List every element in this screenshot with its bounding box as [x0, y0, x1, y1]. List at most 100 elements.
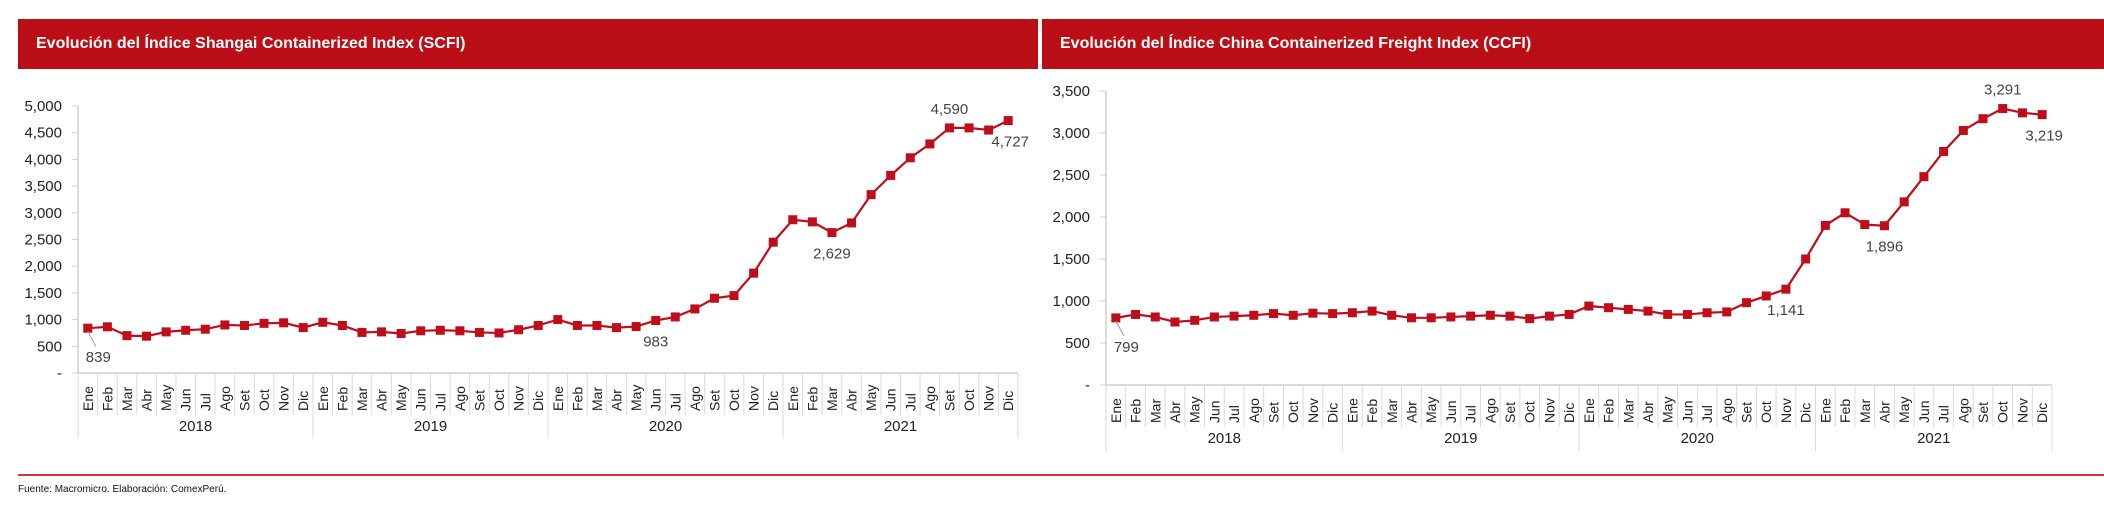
x-month-label: Set	[706, 390, 722, 411]
x-month-label: Set	[236, 390, 252, 411]
source-note: Fuente: Macromicro. Elaboración: ComexPe…	[18, 484, 227, 495]
x-month-label: Feb	[1364, 399, 1380, 423]
data-label: 1,896	[1866, 239, 1904, 256]
x-month-label: Feb	[99, 387, 115, 411]
data-point-marker	[142, 331, 152, 341]
x-month-label: Abr	[609, 389, 625, 411]
x-month-label: Ene	[550, 386, 566, 411]
data-point-marker	[1643, 306, 1653, 316]
data-point-marker	[1742, 298, 1752, 308]
data-point-marker	[1288, 310, 1298, 320]
x-month-label: Set	[941, 390, 957, 411]
y-tick-label: 500	[1065, 335, 1090, 352]
y-tick-label: 500	[37, 338, 62, 355]
x-month-label: Nov	[511, 386, 527, 411]
data-point-marker	[690, 304, 700, 314]
y-tick-label: 1,000	[24, 312, 62, 329]
data-point-marker	[416, 326, 426, 336]
x-year-label: 2019	[414, 418, 447, 435]
data-point-marker	[102, 322, 112, 332]
data-point-marker	[220, 320, 230, 330]
x-month-label: Jul	[902, 393, 918, 411]
x-month-label: Abr	[844, 389, 860, 411]
x-month-label: Nov	[1778, 398, 1794, 423]
data-label: 2,629	[813, 246, 851, 263]
data-point-marker	[847, 218, 857, 228]
y-tick-label: 5,000	[24, 98, 62, 115]
data-label: 4,590	[931, 101, 969, 118]
data-point-marker	[788, 215, 798, 225]
x-month-label: Ago	[1482, 398, 1498, 423]
data-point-marker	[1406, 313, 1416, 323]
data-point-marker	[514, 325, 524, 335]
data-point-marker	[1308, 308, 1318, 318]
x-month-label: Mar	[354, 387, 370, 411]
y-tick-label: 1,000	[1052, 293, 1090, 310]
data-point-marker	[905, 153, 915, 163]
x-month-label: Jul	[1463, 405, 1479, 423]
data-point-marker	[1761, 291, 1771, 301]
x-month-label: Jun	[1443, 400, 1459, 423]
x-month-label: Abr	[139, 389, 155, 411]
x-month-label: Dic	[1325, 403, 1341, 423]
data-point-marker	[533, 320, 543, 330]
data-point-marker	[1505, 311, 1515, 321]
y-tick-label: 2,500	[1052, 167, 1090, 184]
data-point-marker	[944, 123, 954, 133]
y-tick-label: 4,500	[24, 125, 62, 142]
data-point-marker	[494, 328, 504, 338]
data-point-marker	[259, 318, 269, 328]
x-month-label: Nov	[276, 386, 292, 411]
x-month-label: May	[393, 385, 409, 411]
data-point-marker	[1939, 146, 1949, 156]
x-month-label: Mar	[824, 387, 840, 411]
data-point-marker	[1387, 310, 1397, 320]
x-month-label: May	[1660, 397, 1676, 423]
data-point-marker	[1328, 309, 1338, 319]
data-label: 983	[643, 334, 668, 351]
data-point-marker	[1564, 309, 1574, 319]
x-year-label: 2020	[1681, 430, 1714, 447]
x-month-label: Nov	[746, 386, 762, 411]
data-label: 839	[86, 349, 111, 366]
x-month-label: Dic	[1561, 403, 1577, 423]
x-month-label: Nov	[1541, 398, 1557, 423]
x-year-label: 2021	[1917, 430, 1950, 447]
ccfi-title-banner: Evolución del Índice China Containerized…	[1042, 19, 2104, 69]
data-point-marker	[1879, 221, 1889, 231]
x-month-label: Set	[1266, 402, 1282, 423]
x-month-label: Ene	[785, 386, 801, 411]
x-month-label: Jun	[1679, 400, 1695, 423]
x-month-label: Abr	[1640, 401, 1656, 423]
x-month-label: Jul	[1936, 405, 1952, 423]
data-point-marker	[1899, 197, 1909, 207]
data-point-marker	[318, 317, 328, 327]
x-month-label: Feb	[569, 387, 585, 411]
x-month-label: Ene	[315, 386, 331, 411]
x-year-label: 2021	[884, 418, 917, 435]
series-line-scfi	[87, 119, 1009, 338]
data-point-marker	[1249, 310, 1259, 320]
data-point-marker	[807, 217, 817, 227]
data-point-marker	[925, 139, 935, 149]
data-point-marker	[357, 327, 367, 337]
x-month-label: Ene	[1817, 398, 1833, 423]
x-month-label: Dic	[1798, 403, 1814, 423]
data-point-marker	[1682, 309, 1692, 319]
x-month-label: Ago	[1719, 398, 1735, 423]
data-point-marker	[631, 322, 641, 332]
x-month-label: May	[1896, 397, 1912, 423]
x-month-label: Mar	[1857, 399, 1873, 423]
x-month-label: Ene	[1344, 398, 1360, 423]
x-year-label: 2018	[179, 418, 212, 435]
x-month-label: May	[863, 385, 879, 411]
data-point-marker	[435, 325, 445, 335]
data-point-marker	[709, 293, 719, 303]
data-point-marker	[866, 190, 876, 200]
data-point-marker	[984, 125, 994, 135]
data-point-marker	[2017, 108, 2027, 118]
x-month-label: Jul	[1226, 405, 1242, 423]
scfi-panel: Evolución del Índice Shangai Containeriz…	[0, 0, 1038, 460]
x-month-label: Ene	[80, 386, 96, 411]
